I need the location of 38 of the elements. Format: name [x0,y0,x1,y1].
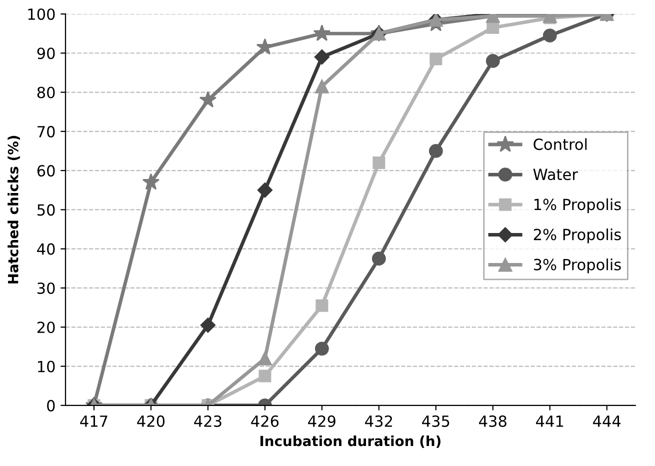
y-axis-title: Hatched chicks (%) [8,136,20,284]
legend-label: 2% Propolis [534,228,621,244]
point [313,24,331,41]
point [542,28,557,42]
point [372,156,386,169]
y-tick-label: 80 [37,86,55,98]
legend-label: 1% Propolis [534,198,621,214]
x-axis-title: Incubation duration (h) [260,435,440,448]
x-tick-label: 441 [536,416,564,427]
point [430,52,442,66]
y-tick-label: 70 [38,126,55,138]
x-tick-label: 438 [479,415,506,427]
x-tick-label: 444 [593,416,621,427]
legend-label: Control [534,138,587,150]
y-tick-label: 40 [37,243,55,255]
x-tick-label: 426 [251,415,279,427]
point [486,54,500,68]
y-tick-label: 60 [37,165,55,177]
y-tick-label: 0 [47,400,55,412]
x-tick-label: 417 [80,416,108,427]
point [314,79,329,94]
y-tick-label: 50 [38,204,55,216]
point [142,173,160,190]
x-tick-label: 435 [422,415,450,427]
point [314,49,330,65]
y-tick-label: 100 [28,8,55,20]
legend-label: 3% Propolis [534,258,621,274]
x-tick-label: 420 [137,415,165,427]
x-tick-label: 429 [308,415,336,427]
x-tick-label: 423 [194,415,222,427]
y-tick-label: 30 [38,282,55,294]
point [199,91,217,108]
legend-label: Water [533,168,578,180]
y-tick-label: 90 [37,48,55,60]
point [428,144,443,158]
y-tick-label: 20 [37,322,55,334]
y-tick-label: 10 [38,360,55,372]
x-tick-label: 432 [365,415,392,427]
